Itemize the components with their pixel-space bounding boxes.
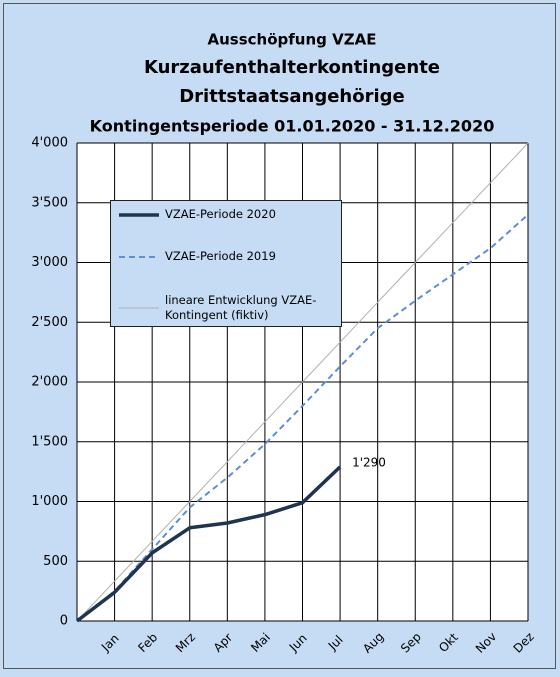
y-tick-label: 3'500: [31, 195, 68, 210]
frame: [3, 3, 556, 669]
chart-title: Drittstaatsangehörige: [179, 86, 405, 107]
legend-swatch: [119, 212, 159, 217]
x-tick-label: Jun: [286, 631, 310, 655]
x-tick-label: Dez: [511, 630, 537, 656]
legend-swatch: [119, 307, 159, 309]
legend-entry: lineare Entwicklung VZAE-Kontingent (fik…: [117, 293, 335, 323]
x-tick-label: Jan: [98, 631, 122, 655]
legend-label: VZAE-Periode 2020: [165, 207, 276, 221]
x-tick-label: Feb: [135, 630, 160, 655]
legend: VZAE-Periode 2020 VZAE-Periode 2019 linear…: [110, 200, 342, 327]
legend-entry: VZAE-Periode 2019: [117, 249, 335, 264]
y-tick-label: 500: [43, 554, 68, 569]
y-tick-label: 1'500: [31, 434, 68, 449]
y-tick-label: 2'000: [31, 375, 68, 390]
legend-swatch: [119, 255, 159, 258]
chart-title: Kontingentsperiode 01.01.2020 - 31.12.20…: [90, 117, 495, 136]
y-tick-label: 2'500: [31, 315, 68, 330]
data-label: 1'290: [352, 455, 386, 469]
legend-label: lineare Entwicklung VZAE-Kontingent (fik…: [165, 293, 317, 322]
chart-title: Kurzaufenthalterkontingente: [144, 57, 440, 78]
y-tick-label: 0: [60, 614, 68, 629]
x-tick-label: Mai: [248, 630, 273, 655]
x-tick-label: Jul: [325, 633, 346, 654]
x-tick-label: Aug: [360, 629, 386, 655]
series-line: [76, 142, 529, 622]
x-tick-label: Apr: [211, 630, 236, 655]
x-tick-label: Mrz: [173, 630, 198, 655]
series-line: [76, 213, 529, 622]
y-tick-label: 3'000: [31, 255, 68, 270]
x-tick-label: Okt: [436, 630, 461, 655]
series-line: [75, 465, 342, 623]
x-tick-label: Nov: [473, 629, 499, 655]
y-tick-label: 1'000: [31, 494, 68, 509]
x-tick-label: Sep: [398, 630, 424, 656]
legend-entry: VZAE-Periode 2020: [117, 207, 335, 222]
chart-title: Ausschöpfung VZAE: [208, 31, 377, 49]
legend-label: VZAE-Periode 2019: [165, 249, 276, 263]
y-tick-label: 4'000: [31, 136, 68, 151]
